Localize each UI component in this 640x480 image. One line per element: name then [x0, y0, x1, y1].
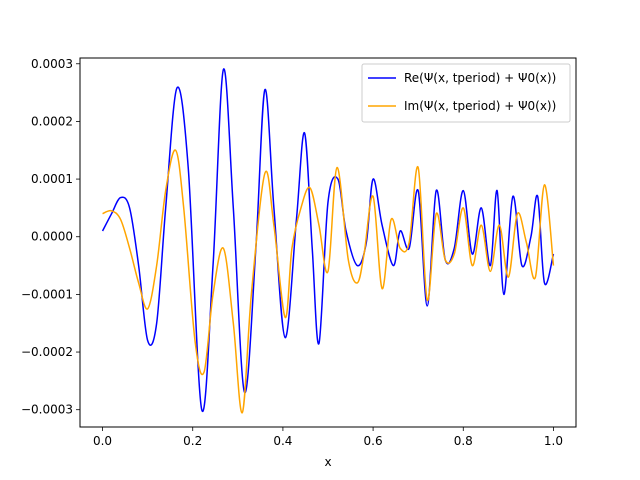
legend-label-re: Re(Ψ(x, tperiod) + Ψ0(x))	[404, 71, 556, 85]
legend: Re(Ψ(x, tperiod) + Ψ0(x)) Im(Ψ(x, tperiod…	[361, 63, 571, 123]
y-tick-label: 0.0002	[31, 114, 73, 128]
y-axis: −0.0003 −0.0002 −0.0001 0.0000 0.0001 0.0002 0…	[21, 57, 80, 417]
x-tick-label: 0.2	[183, 434, 202, 448]
y-tick-label: 0.0001	[31, 172, 73, 186]
series-layer	[101, 68, 555, 414]
x-tick-label: 1.0	[544, 434, 563, 448]
x-tick-label: 0.6	[364, 434, 383, 448]
x-axis: 0.0 0.2 0.4 0.6 0.8 1.0	[93, 427, 563, 448]
series-line-re	[101, 68, 555, 413]
x-tick-label: 0.4	[273, 434, 292, 448]
legend-box	[361, 63, 571, 123]
series-line-im	[102, 149, 555, 414]
x-tick-label: 0.0	[93, 434, 112, 448]
legend-label-im: Im(Ψ(x, tperiod) + Ψ0(x))	[404, 99, 556, 113]
y-tick-label: 0.0000	[31, 230, 73, 244]
y-tick-label: −0.0002	[21, 345, 73, 359]
x-tick-label: 0.8	[454, 434, 473, 448]
axes-frame	[79, 57, 577, 428]
plot-area	[79, 57, 577, 428]
y-tick-label: −0.0001	[21, 287, 73, 301]
x-axis-label: x	[324, 455, 331, 469]
y-tick-label: 0.0003	[31, 57, 73, 71]
y-tick-label: −0.0003	[21, 403, 73, 417]
